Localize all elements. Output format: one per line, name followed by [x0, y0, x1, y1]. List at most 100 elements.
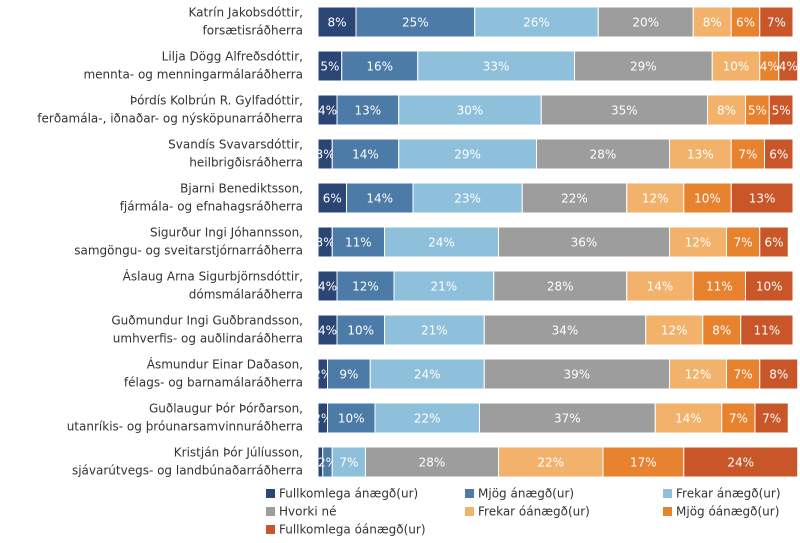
value-label: 6% — [769, 148, 788, 162]
value-label: 9% — [339, 368, 358, 382]
value-label: 24% — [727, 456, 754, 470]
value-label: 14% — [647, 280, 674, 294]
bar-segment — [346, 182, 414, 214]
bar-segment — [498, 226, 670, 258]
bar-segment — [683, 446, 799, 478]
bar-segment — [721, 402, 756, 434]
legend-label: Mjög óánægð(ur) — [676, 505, 779, 519]
bar-segment — [327, 402, 376, 434]
value-label: 5% — [772, 104, 791, 118]
category-label: samgöngu- og sveitarstjórnarráðherra — [74, 244, 303, 258]
bar-segment — [711, 50, 761, 82]
bar-segment — [726, 226, 761, 258]
legend-swatch — [266, 489, 275, 498]
value-label: 6% — [736, 16, 755, 30]
bar-segment — [412, 182, 523, 214]
value-label: 12% — [685, 236, 712, 250]
category-label: umhverfis- og auðlindaráðherra — [113, 332, 303, 346]
legend-label: Frekar óánægð(ur) — [478, 505, 590, 519]
bar-segment — [331, 226, 385, 258]
bar-segment — [669, 358, 727, 390]
value-label: 7% — [767, 16, 786, 30]
value-label: 24% — [414, 368, 441, 382]
value-label: 26% — [523, 16, 550, 30]
value-label: 22% — [414, 412, 441, 426]
category-label: dómsmálaráðherra — [189, 288, 303, 302]
bar-segment — [393, 270, 495, 302]
value-label: 6% — [764, 236, 783, 250]
value-label: 36% — [571, 236, 598, 250]
bar-segment — [474, 6, 599, 38]
bar-segment — [754, 402, 789, 434]
bar-segment — [536, 138, 670, 170]
value-label: 13% — [749, 192, 776, 206]
bar-segment — [336, 270, 395, 302]
value-label: 12% — [352, 280, 379, 294]
value-label: 10% — [723, 60, 750, 74]
value-label: 3% — [316, 236, 335, 250]
bar-segment — [645, 314, 704, 346]
bar-segment — [768, 94, 794, 126]
category-label: Guðmundur Ingi Guðbrandsson, — [111, 314, 303, 328]
value-label: 21% — [431, 280, 458, 294]
value-label: 7% — [734, 368, 753, 382]
category-label: Katrín Jakobsdóttir, — [189, 6, 303, 20]
bar-segment — [669, 138, 732, 170]
legend-label: Hvorki né — [279, 505, 337, 519]
category-label: forsætisráðherra — [203, 24, 303, 38]
category-label: Bjarni Benediktsson, — [180, 182, 303, 196]
value-label: 14% — [366, 192, 393, 206]
bar-segment — [355, 6, 476, 38]
value-label: 28% — [419, 456, 446, 470]
bar-segment — [574, 50, 713, 82]
category-label: Sigurður Ingi Jóhannsson, — [150, 226, 303, 240]
value-label: 8% — [717, 104, 736, 118]
legend-swatch — [663, 507, 672, 516]
value-label: 4% — [318, 280, 337, 294]
value-label: 7% — [738, 148, 757, 162]
bar-segment — [521, 182, 628, 214]
bar-segment — [692, 6, 732, 38]
value-label: 11% — [706, 280, 733, 294]
value-label: 22% — [561, 192, 588, 206]
category-label: Kristján Þór Júlíusson, — [174, 446, 303, 460]
bar-segment — [336, 314, 385, 346]
legend-label: Frekar ánægð(ur) — [676, 487, 781, 501]
category-label: Svandís Svavarsdóttir, — [168, 138, 303, 152]
value-label: 7% — [762, 412, 781, 426]
bar-segment — [692, 270, 746, 302]
bar-segment — [540, 94, 708, 126]
value-label: 14% — [352, 148, 379, 162]
bar-segment — [417, 50, 575, 82]
value-label: 28% — [547, 280, 574, 294]
value-label: 13% — [355, 104, 382, 118]
legend-swatch — [663, 489, 672, 498]
value-label: 37% — [554, 412, 581, 426]
bar-segment — [707, 94, 746, 126]
value-label: 39% — [564, 368, 591, 382]
bar-segment — [726, 358, 761, 390]
legend-label: Fullkomlega óánægð(ur) — [279, 523, 426, 537]
bar-segment — [317, 182, 347, 214]
bar-segment — [683, 182, 732, 214]
bar-segment — [626, 270, 694, 302]
value-label: 11% — [754, 324, 781, 338]
value-label: 4% — [760, 60, 779, 74]
bar-segment — [317, 6, 357, 38]
bar-segment — [602, 446, 685, 478]
value-label: 14% — [675, 412, 702, 426]
bar-segment — [365, 446, 499, 478]
legend-swatch — [465, 489, 474, 498]
value-label: 5% — [320, 60, 339, 74]
bar-segment — [331, 138, 400, 170]
value-label: 10% — [756, 280, 783, 294]
bar-segment — [702, 314, 742, 346]
bar-segment — [384, 314, 485, 346]
category-label: Lilja Dögg Alfreðsdóttir, — [162, 50, 303, 64]
bar-segment — [759, 358, 799, 390]
category-label: Þórdís Kolbrún R. Gylfadóttir, — [130, 94, 303, 108]
value-label: 7% — [729, 412, 748, 426]
value-label: 4% — [318, 104, 337, 118]
value-label: 24% — [428, 236, 455, 250]
